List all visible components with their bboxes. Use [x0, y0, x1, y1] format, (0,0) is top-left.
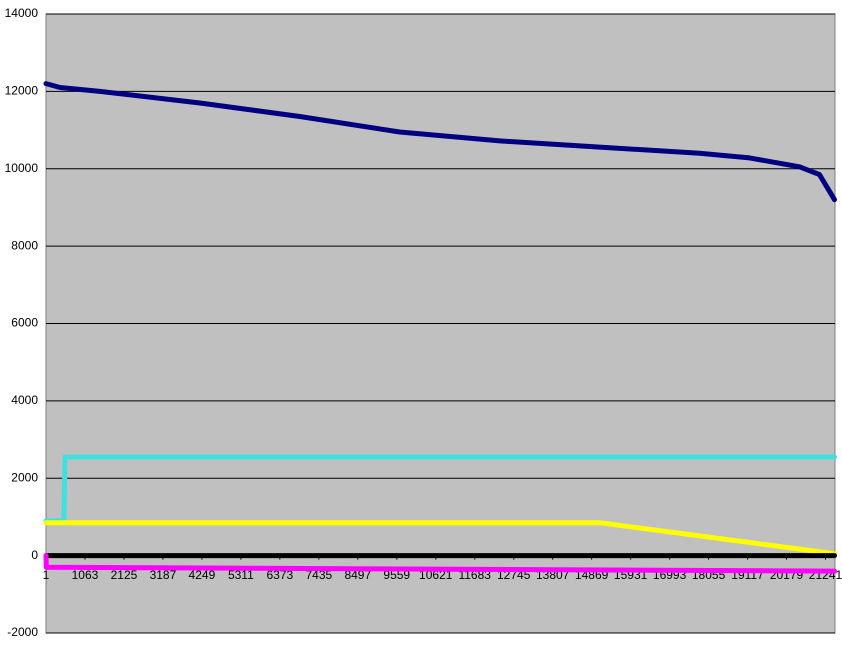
x-tick-label: 7435: [305, 568, 332, 582]
y-tick-label: 12000: [5, 84, 39, 98]
x-tick-label: 3187: [150, 568, 177, 582]
x-tick-label: 6373: [266, 568, 293, 582]
y-tick-label: 8000: [11, 238, 38, 252]
y-tick-label: 6000: [11, 316, 38, 330]
x-tick-label: 5311: [228, 568, 254, 582]
x-tick-label: 1: [43, 568, 50, 582]
y-tick-label: 4000: [11, 393, 38, 407]
x-tick-label: 4249: [189, 568, 216, 582]
y-tick-label: 10000: [5, 161, 39, 175]
series-line: [43, 553, 837, 574]
x-tick-label: 1063: [72, 568, 99, 582]
y-tick-label: 2000: [11, 470, 38, 484]
y-tick-label: 14000: [5, 6, 39, 20]
y-tick-label: 0: [31, 548, 38, 562]
series-line: [43, 520, 837, 557]
y-tick-label: -2000: [7, 625, 38, 639]
x-tick-label: 8497: [344, 568, 371, 582]
x-tick-label: 2125: [111, 568, 138, 582]
series-line: [43, 81, 837, 203]
